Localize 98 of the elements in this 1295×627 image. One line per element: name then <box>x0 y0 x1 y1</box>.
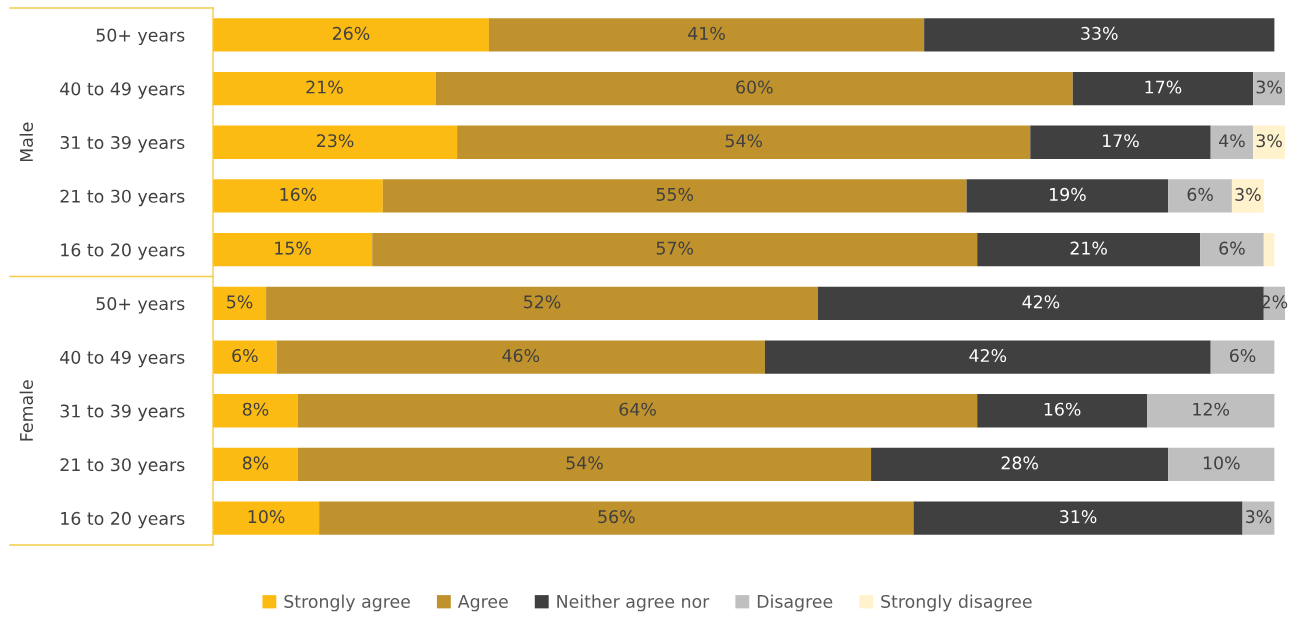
data-label: 52% <box>524 295 561 309</box>
bar <box>924 18 1275 52</box>
data-label: 31% <box>1060 510 1097 524</box>
bar <box>966 179 1169 213</box>
y-tick-label: 50+ years <box>96 28 185 46</box>
data-label: 28% <box>1001 456 1038 470</box>
data-label: 3% <box>1256 80 1282 94</box>
bar <box>297 447 872 482</box>
bar <box>1210 125 1254 159</box>
bar <box>1253 71 1285 106</box>
data-label: 33% <box>1081 26 1118 40</box>
data-label: 54% <box>566 456 603 470</box>
data-label: 46% <box>502 348 540 363</box>
legend-label: Strongly disagree <box>881 594 1032 612</box>
data-label: 56% <box>598 510 635 524</box>
bar <box>213 447 298 482</box>
data-label: 60% <box>736 80 773 94</box>
y-tick-label: 31 to 39 years <box>60 135 185 153</box>
bar <box>764 340 1211 374</box>
data-label: 41% <box>688 26 725 40</box>
bar <box>1253 125 1285 159</box>
data-label: 3% <box>1246 510 1272 524</box>
bar <box>213 125 458 159</box>
bar <box>871 447 1169 482</box>
data-label: 15% <box>275 241 311 255</box>
bar <box>372 233 978 267</box>
text: Female <box>19 380 34 441</box>
data-label: 16% <box>280 187 317 201</box>
bar <box>213 340 277 374</box>
bar <box>382 179 967 213</box>
bar <box>1200 233 1264 267</box>
data-label: 54% <box>725 134 763 148</box>
bar <box>1072 71 1254 106</box>
data-label: 6% <box>232 348 258 363</box>
data-label: 12% <box>1193 402 1230 416</box>
bar <box>319 501 914 535</box>
bar <box>276 340 765 374</box>
y-tick-label: 50+ years <box>96 297 185 314</box>
bar <box>1210 340 1275 374</box>
bar <box>266 286 818 320</box>
data-label: 21% <box>1070 241 1107 255</box>
text: Male <box>19 122 34 162</box>
y-tick-label: 40 to 49 years <box>60 350 185 368</box>
bar <box>977 394 1148 428</box>
bar <box>1231 179 1264 213</box>
bar <box>913 501 1243 535</box>
bar <box>977 233 1201 267</box>
data-label: 5% <box>227 295 253 309</box>
y-tick-label: 31 to 39 years <box>60 404 185 421</box>
data-label: 10% <box>248 510 285 524</box>
legend-label: Neither agree nor <box>557 594 710 612</box>
bar <box>1030 125 1211 159</box>
legend-label: Strongly agree <box>284 594 410 612</box>
data-label: 3% <box>1235 187 1261 201</box>
bar <box>213 71 436 106</box>
data-label: 26% <box>332 26 370 40</box>
data-label: 16% <box>1044 402 1081 416</box>
data-label: 2% <box>1261 295 1288 309</box>
data-label: 6% <box>1229 348 1256 363</box>
bar <box>213 501 320 535</box>
bar <box>213 179 383 213</box>
data-label: 64% <box>619 402 656 416</box>
data-label: 42% <box>1022 295 1060 309</box>
y-tick-label: 40 to 49 years <box>60 82 185 99</box>
bar <box>297 394 978 428</box>
y-tick-label: 16 to 20 years <box>61 243 185 260</box>
data-label: 42% <box>969 348 1007 363</box>
bar <box>1168 179 1232 213</box>
bar <box>213 233 373 267</box>
bar <box>488 18 925 52</box>
data-label: 6% <box>1187 187 1213 201</box>
data-label: 23% <box>317 134 354 148</box>
y-tick-label: 16 to 20 years <box>61 511 185 529</box>
y-tick-label: 21 to 30 years <box>60 458 185 475</box>
bar <box>1168 447 1275 482</box>
legend-label: Disagree <box>757 594 833 612</box>
bar <box>1263 233 1275 267</box>
data-label: 6% <box>1219 241 1245 255</box>
data-label: 21% <box>306 80 343 94</box>
legend-label: Agree <box>457 595 508 612</box>
bar <box>457 125 1031 159</box>
bar <box>1147 394 1275 428</box>
y-tick-label: 21 to 30 years <box>60 189 185 207</box>
data-label: 8% <box>242 456 269 470</box>
data-label: 3% <box>1256 134 1282 148</box>
bar <box>435 71 1073 106</box>
data-label: 17% <box>1103 134 1139 148</box>
data-label: 19% <box>1050 187 1086 201</box>
data-label: 57% <box>656 241 694 255</box>
data-label: 8% <box>242 402 269 416</box>
data-label: 55% <box>656 187 694 201</box>
bar <box>213 286 267 320</box>
bar <box>213 18 489 52</box>
bar <box>213 394 298 428</box>
data-label: 17% <box>1145 80 1182 94</box>
data-label: 10% <box>1203 456 1240 470</box>
bar <box>817 286 1264 320</box>
data-label: 4% <box>1219 134 1245 148</box>
